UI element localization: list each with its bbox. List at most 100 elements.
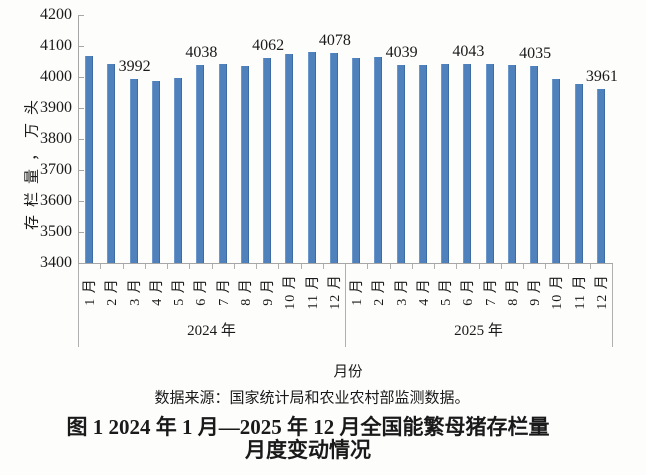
month-tick-label: 5 月: [172, 278, 188, 306]
bar-2025-10月: [552, 79, 561, 263]
y-tick-mark: [79, 77, 84, 78]
category-tick-mark: [322, 264, 324, 269]
category-tick-mark: [122, 264, 124, 269]
month-tick-label: 4 月: [416, 278, 432, 306]
year-separator-line: [78, 264, 79, 347]
y-tick-label: 3900: [40, 99, 72, 116]
bar-2025-8月: [507, 65, 516, 263]
bar-2025-1月: [352, 57, 361, 263]
month-tick-label: 3 月: [394, 278, 410, 306]
bar-2025-12月: [596, 89, 605, 263]
bar-2024-12月: [329, 52, 338, 263]
bar-2024-1月: [85, 56, 94, 263]
bar-2024-8月: [240, 65, 249, 263]
bar-2025-4月: [418, 65, 427, 263]
bar-value-label: 4035: [519, 45, 552, 63]
year-label-2024: 2024 年: [187, 323, 236, 339]
category-tick-mark: [211, 264, 213, 269]
category-tick-mark: [500, 264, 502, 269]
category-tick-mark: [367, 264, 369, 269]
bar-value-label: 4062: [252, 36, 285, 54]
category-tick-mark: [545, 264, 547, 269]
month-tick-label: 2 月: [105, 278, 121, 306]
category-tick-mark: [233, 264, 235, 269]
x-axis-title: 月份: [333, 364, 363, 381]
y-tick-mark: [79, 263, 84, 264]
bar-value-label: 3992: [118, 58, 151, 76]
category-tick-mark: [523, 264, 524, 269]
month-tick-label: 12 月: [594, 274, 610, 310]
y-tick-mark: [79, 15, 84, 16]
bar-value-label: 4043: [452, 42, 485, 60]
month-tick-label: 9 月: [261, 278, 277, 306]
sow-inventory-bar-chart: 存栏量，万头 月份 4200 4100 4000 3900 3800 3700 3600 35…: [25, 6, 618, 381]
bar-2024-7月: [218, 64, 227, 263]
bar-2025-9月: [530, 66, 539, 263]
month-tick-label: 11 月: [305, 274, 321, 310]
bar-2024-6月: [196, 65, 205, 263]
y-tick-mark: [79, 170, 84, 171]
source-note: 数据来源：国家统计局和农业农村部监测数据。: [154, 390, 470, 407]
bar-2024-9月: [263, 57, 272, 263]
month-tick-label: 6 月: [461, 278, 477, 306]
bar-2025-3月: [396, 64, 405, 263]
month-tick-label: 7 月: [483, 278, 499, 306]
y-tick-label: 4000: [40, 68, 72, 85]
bar-2024-3月: [129, 79, 138, 263]
month-tick-label: 10 月: [550, 274, 566, 310]
category-tick-mark: [589, 264, 591, 269]
bar-value-label: 3961: [585, 68, 618, 86]
y-tick-mark: [79, 201, 84, 202]
category-tick-mark: [478, 264, 480, 269]
month-tick-label: 8 月: [505, 278, 521, 306]
year-separator-line: [612, 264, 613, 347]
category-tick-mark: [256, 264, 257, 269]
bar-value-label: 4078: [318, 31, 351, 49]
x-axis-line: [78, 263, 613, 264]
category-tick-mark: [434, 264, 435, 269]
month-tick-label: 4 月: [149, 278, 165, 306]
bar-value-label: 4039: [385, 43, 418, 61]
month-tick-label: 6 月: [194, 278, 210, 306]
y-tick-label: 4200: [40, 6, 72, 23]
category-tick-mark: [144, 264, 146, 269]
year-separator-line: [345, 264, 346, 347]
category-tick-mark: [189, 264, 191, 269]
month-tick-label: 9 月: [528, 278, 544, 306]
bar-2025-11月: [574, 83, 583, 263]
bar-2025-2月: [374, 56, 383, 263]
month-tick-label: 10 月: [283, 274, 299, 310]
bar-2024-10月: [285, 54, 294, 263]
bar-2025-5月: [441, 63, 450, 263]
y-tick-mark: [79, 232, 84, 233]
month-tick-label: 1 月: [350, 278, 366, 306]
y-tick-label: 3400: [40, 254, 72, 271]
y-tick-label: 3800: [40, 130, 72, 147]
y-tick-label: 4100: [40, 37, 72, 54]
category-tick-mark: [100, 264, 102, 269]
caption-line-1: 图 1 2024 年 1 月—2025 年 12 月全国能繁母猪存栏量: [66, 415, 550, 439]
month-tick-label: 2 月: [372, 278, 388, 306]
month-tick-label: 7 月: [216, 278, 232, 306]
category-tick-mark: [567, 264, 569, 269]
bar-2025-6月: [463, 63, 472, 263]
figure-caption: 图 1 2024 年 1 月—2025 年 12 月全国能繁母猪存栏量 月度变动…: [0, 416, 616, 462]
caption-line-2: 月度变动情况: [245, 438, 371, 462]
y-tick-mark: [79, 46, 84, 47]
month-tick-label: 12 月: [327, 274, 343, 310]
bar-2024-2月: [107, 63, 116, 263]
month-tick-label: 5 月: [439, 278, 455, 306]
category-tick-mark: [167, 264, 168, 269]
category-tick-mark: [456, 264, 458, 269]
y-tick-mark: [79, 139, 84, 140]
y-tick-label: 3600: [40, 192, 72, 209]
category-tick-mark: [278, 264, 280, 269]
category-tick-mark: [300, 264, 302, 269]
y-axis-line: [78, 15, 79, 263]
month-tick-label: 1 月: [83, 278, 99, 306]
y-tick-mark: [79, 108, 84, 109]
bar-value-label: 4038: [185, 44, 218, 62]
y-tick-label: 3500: [40, 223, 72, 240]
bar-2024-5月: [174, 78, 183, 263]
